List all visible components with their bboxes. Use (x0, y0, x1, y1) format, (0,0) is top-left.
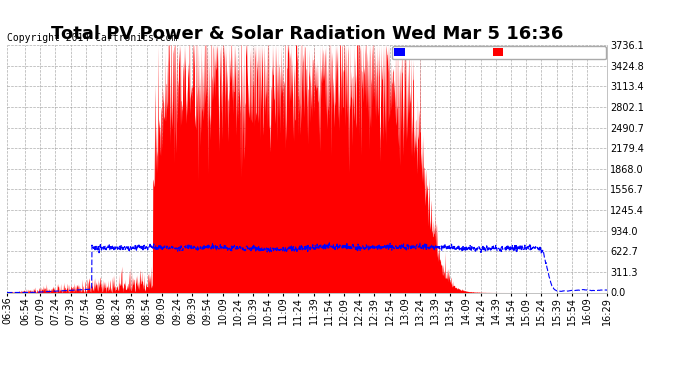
Title: Total PV Power & Solar Radiation Wed Mar 5 16:36: Total PV Power & Solar Radiation Wed Mar… (51, 26, 563, 44)
Legend: Radiation  (W/m2), PV Panels  (DC Watts): Radiation (W/m2), PV Panels (DC Watts) (392, 46, 607, 59)
Text: Copyright 2014 Cartronics.com: Copyright 2014 Cartronics.com (7, 33, 177, 42)
